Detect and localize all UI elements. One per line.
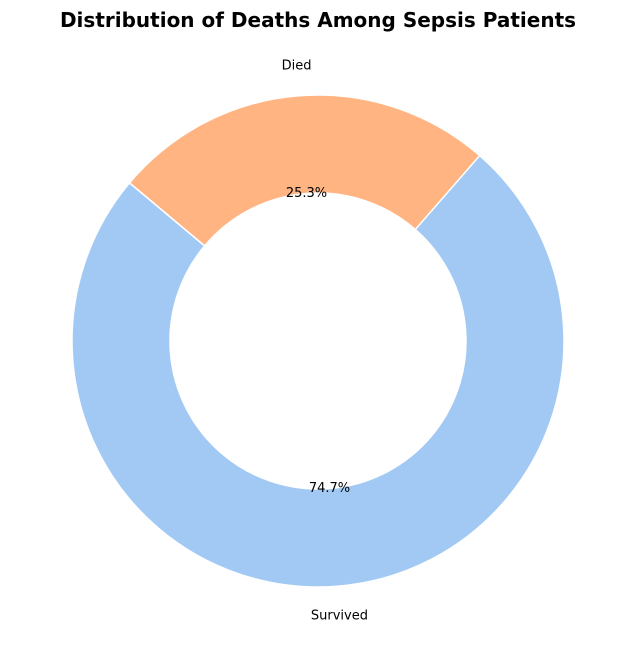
slice-survived <box>72 156 564 587</box>
chart-title: Distribution of Deaths Among Sepsis Pati… <box>60 8 576 32</box>
pct-label-died: 25.3% <box>286 186 327 201</box>
slice-label-died: Died <box>282 58 312 73</box>
slice-label-survived: Survived <box>311 609 368 624</box>
slices-layer <box>72 95 564 587</box>
pct-label-survived: 74.7% <box>309 481 350 496</box>
